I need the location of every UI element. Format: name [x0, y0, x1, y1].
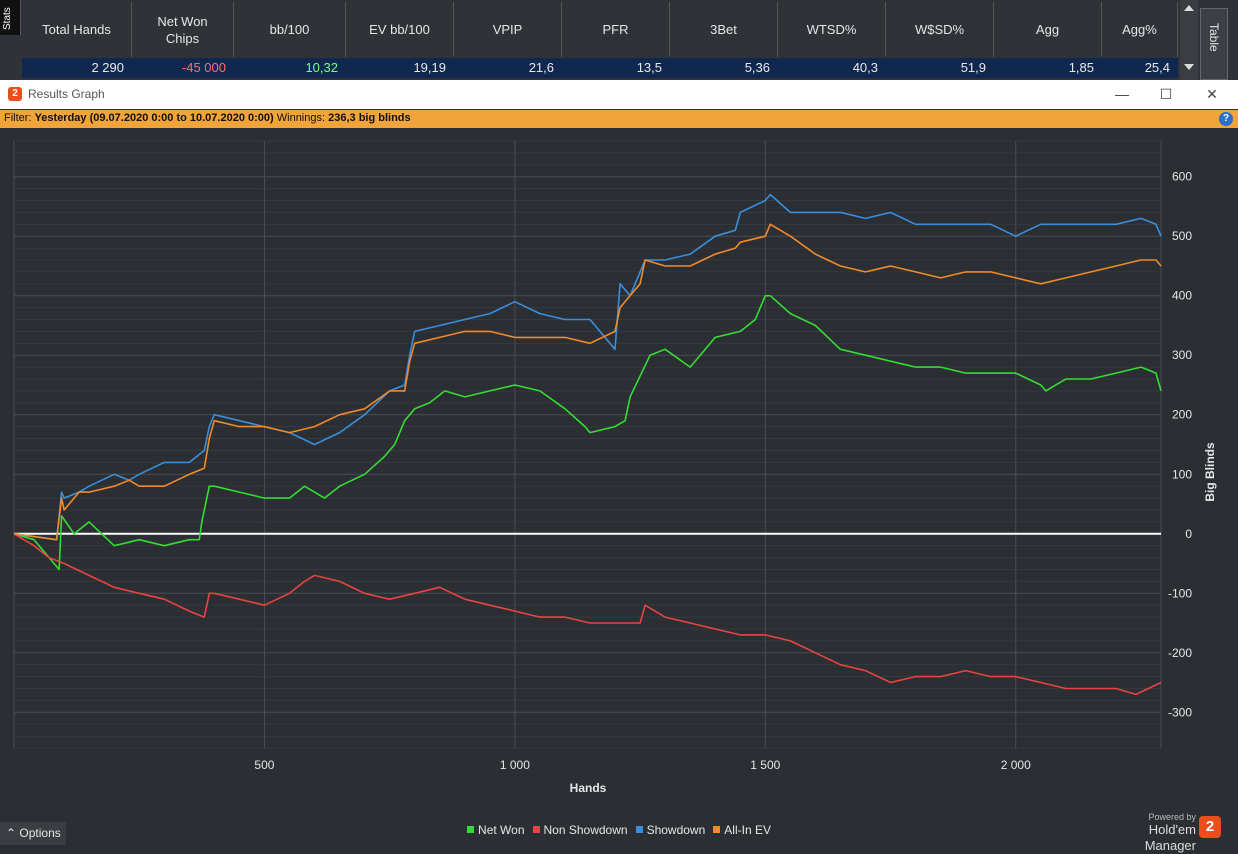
legend-item[interactable]: Non Showdown [532, 822, 628, 838]
stats-value-0: 2 290 [91, 60, 124, 75]
y-tick-label: 600 [1172, 170, 1192, 184]
help-icon[interactable]: ? [1219, 112, 1233, 126]
y-tick-label: 0 [1185, 527, 1192, 541]
y-tick-label: -300 [1168, 705, 1192, 719]
powered-by: Powered by Hold'em Manager [1100, 812, 1196, 854]
y-tick-label: -100 [1168, 586, 1192, 600]
y-tick-label: 300 [1172, 348, 1192, 362]
stats-header-2[interactable]: bb/100 [234, 2, 346, 57]
series-line-showdown [13, 193, 1162, 541]
legend-label: Showdown [646, 823, 706, 837]
filter-bar[interactable]: Filter: Yesterday (09.07.2020 0:00 to 10… [0, 110, 1238, 128]
stats-tab-label: Stats [2, 7, 13, 30]
hm-logo-icon: 2 [1199, 816, 1221, 838]
legend-label: All-In EV [724, 823, 771, 837]
stats-value-row: 2 290 -45 000 10,32 19,19 21,6 13,5 5,36 40,3 51… [22, 58, 1178, 78]
filter-label: Filter: [4, 112, 32, 124]
legend-item[interactable]: All-In EV [713, 822, 771, 838]
legend-item[interactable]: Showdown [635, 822, 706, 838]
stats-header-10[interactable]: Agg% [1102, 2, 1178, 57]
results-chart: 600 500 400 300 200 100 0 -100 -200 -300 500 1 000… [13, 140, 1217, 795]
winnings-label: Winnings: [276, 112, 326, 124]
app-logo-icon: 2 [8, 87, 22, 101]
filter-text: Filter: Yesterday (09.07.2020 0:00 to 10… [4, 112, 411, 124]
stats-header-1[interactable]: Net Won Chips [132, 2, 234, 57]
window-titlebar[interactable]: 2 Results Graph — ☐ ✕ [0, 80, 1238, 109]
stats-value-1: -45 000 [181, 60, 226, 75]
stats-value-5: 13,5 [636, 60, 662, 75]
chart-legend: Net Won Non Showdown Showdown All-In EV [0, 822, 1238, 842]
window-title: Results Graph [28, 87, 105, 101]
legend-label: Net Won [478, 823, 525, 837]
y-axis-label: Big Blinds [1203, 442, 1217, 502]
grid-lines [14, 140, 1161, 749]
brand-name: Hold'em Manager [1144, 822, 1196, 853]
filter-value: Yesterday (09.07.2020 0:00 to 10.07.2020… [34, 112, 274, 124]
legend-swatch [467, 826, 475, 833]
stats-scrollbar[interactable] [1180, 0, 1198, 80]
stats-value-10: 25,4 [1144, 60, 1170, 75]
options-button[interactable]: ⌃ Options [0, 822, 66, 845]
maximize-button[interactable]: ☐ [1159, 86, 1173, 102]
stats-value-9: 1,85 [1068, 60, 1094, 75]
powered-by-text: Powered by [1148, 812, 1196, 822]
minimize-button[interactable]: — [1115, 86, 1129, 102]
y-tick-label: 200 [1172, 408, 1192, 422]
stats-grid: Total Hands Net Won Chips bb/100 EV bb/100 V… [22, 0, 1178, 80]
x-tick-label: 500 [254, 758, 274, 772]
stats-header-6[interactable]: 3Bet [670, 2, 778, 57]
close-button[interactable]: ✕ [1206, 86, 1218, 102]
stats-header-3[interactable]: EV bb/100 [346, 2, 454, 57]
series-lines [13, 193, 1162, 696]
y-tick-label: 100 [1172, 467, 1192, 481]
x-axis-label: Hands [570, 781, 607, 795]
stats-value-6: 5,36 [744, 60, 770, 75]
series-line-all-in-ev [13, 223, 1162, 541]
scroll-up-icon[interactable] [1184, 5, 1194, 11]
series-line-net-won [13, 294, 1162, 571]
stats-value-7: 40,3 [852, 60, 878, 75]
winnings-value: 236,3 big blinds [328, 112, 411, 124]
y-tick-label: -200 [1168, 646, 1192, 660]
stats-header-8[interactable]: W$SD% [886, 2, 994, 57]
stats-header-9[interactable]: Agg [994, 2, 1102, 57]
stats-side-tab[interactable]: Stats [0, 0, 21, 35]
stats-value-4: 21,6 [528, 60, 554, 75]
options-label: Options [19, 826, 61, 840]
series-line-non-showdown [13, 533, 1162, 696]
stats-panel: Stats Total Hands Net Won Chips bb/100 EV b… [0, 0, 1238, 80]
stats-header-0[interactable]: Total Hands [22, 2, 132, 57]
x-tick-labels: 500 1 000 1 500 2 000 [254, 758, 1031, 772]
results-graph-window: 2 Results Graph — ☐ ✕ Filter: Yesterday … [0, 80, 1238, 853]
legend-swatch [635, 826, 643, 833]
stats-header-row: Total Hands Net Won Chips bb/100 EV bb/100 V… [22, 2, 1178, 57]
stats-header-4[interactable]: VPIP [454, 2, 562, 57]
legend-swatch [713, 826, 721, 833]
table-side-tab[interactable]: Table [1200, 8, 1228, 80]
y-tick-label: 400 [1172, 289, 1192, 303]
scroll-down-icon[interactable] [1184, 64, 1194, 70]
legend-label: Non Showdown [543, 823, 628, 837]
x-tick-label: 1 000 [500, 758, 530, 772]
table-tab-label: Table [1207, 23, 1221, 52]
y-tick-label: 500 [1172, 229, 1192, 243]
plot-area [13, 140, 1162, 749]
y-tick-labels: 600 500 400 300 200 100 0 -100 -200 -300 [1168, 170, 1192, 720]
x-tick-label: 1 500 [750, 758, 780, 772]
x-tick-label: 2 000 [1001, 758, 1031, 772]
stats-header-7[interactable]: WTSD% [778, 2, 886, 57]
legend-item[interactable]: Net Won [467, 822, 525, 838]
stats-value-8: 51,9 [960, 60, 986, 75]
legend-swatch [532, 826, 540, 833]
stats-value-3: 19,19 [413, 60, 446, 75]
stats-value-2: 10,32 [305, 60, 338, 75]
stats-header-5[interactable]: PFR [562, 2, 670, 57]
